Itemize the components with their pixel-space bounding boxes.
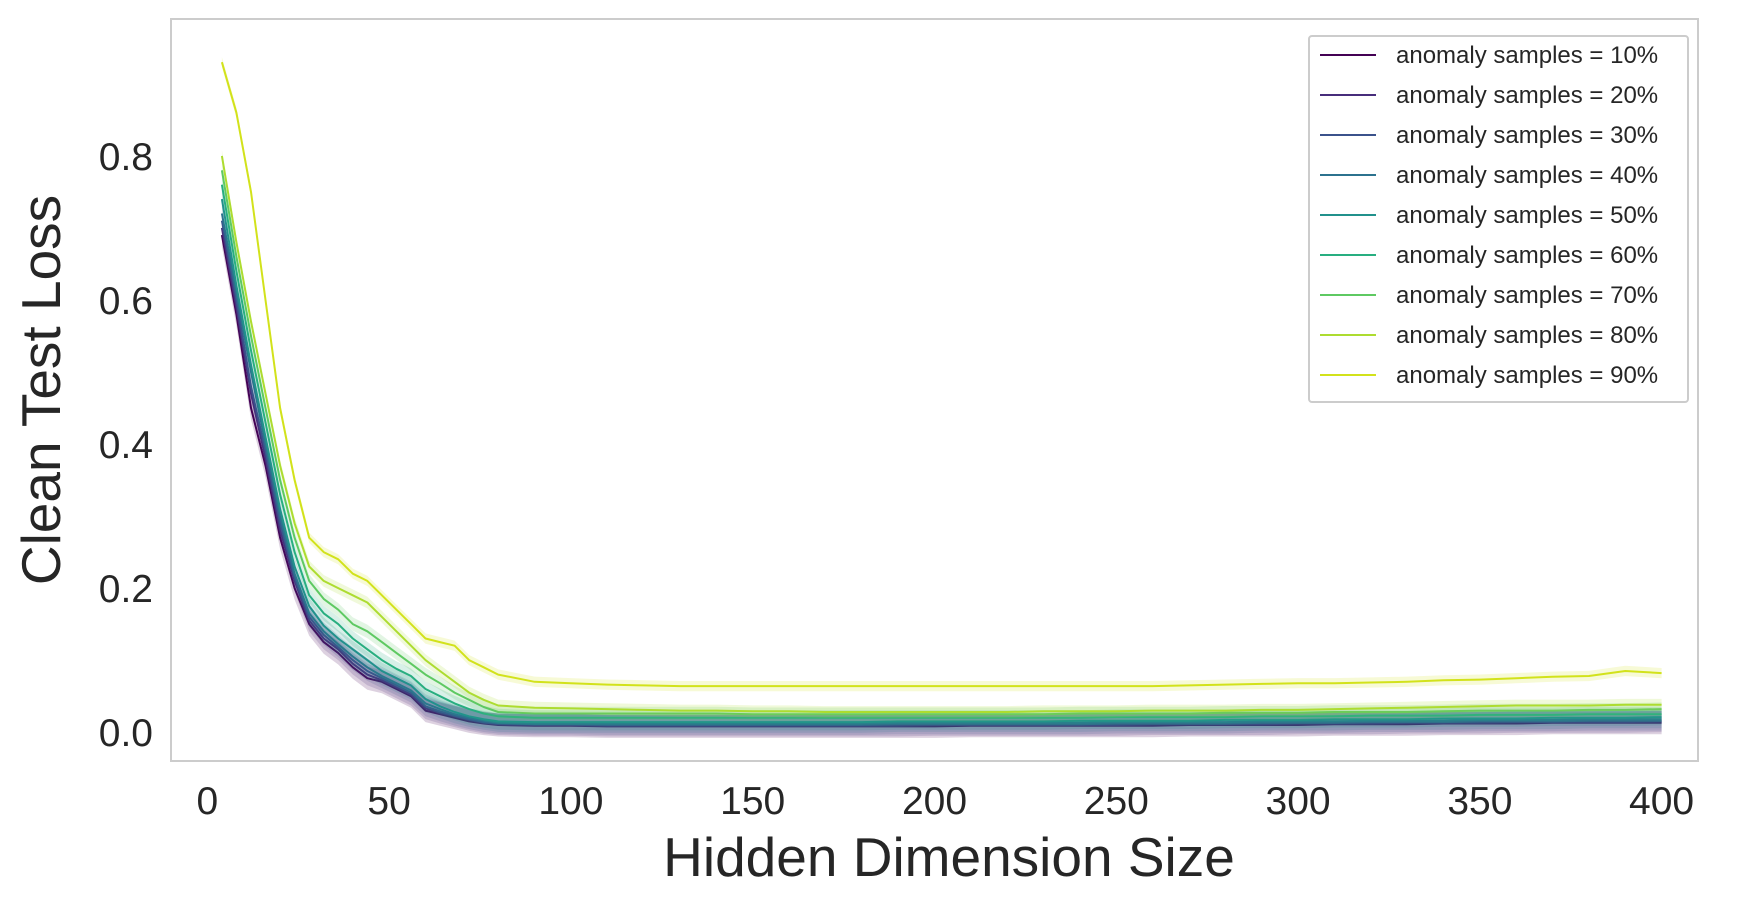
legend-label: anomaly samples = 70% (1396, 282, 1658, 309)
series-line-8 (220, 155, 1662, 713)
legend-frame (1308, 35, 1689, 403)
legend: anomaly samples = 10% anomaly samples = 2… (1308, 35, 1689, 403)
x-tick-labels: 0 50 100 150 200 250 300 350 400 (197, 780, 1695, 823)
y-tick-label: 0.0 (99, 712, 153, 755)
series-line-9 (220, 61, 1662, 688)
series-line-6 (220, 184, 1662, 719)
legend-label: anomaly samples = 10% (1396, 42, 1658, 69)
y-tick-label: 0.2 (99, 568, 153, 611)
x-tick-label: 200 (902, 780, 967, 823)
y-tick-label: 0.4 (99, 424, 153, 467)
series-line-7 (220, 170, 1662, 716)
legend-label: anomaly samples = 90% (1396, 362, 1658, 389)
legend-label: anomaly samples = 60% (1396, 242, 1658, 269)
x-tick-label: 300 (1266, 780, 1331, 823)
y-tick-labels: 0.0 0.2 0.4 0.6 0.8 (99, 136, 153, 755)
series-line-5 (220, 198, 1662, 724)
series-line-3 (220, 220, 1662, 726)
series-band-1 (221, 223, 1662, 738)
y-tick-label: 0.8 (99, 136, 153, 179)
legend-label: anomaly samples = 80% (1396, 322, 1658, 349)
legend-label: anomaly samples = 20% (1396, 82, 1658, 109)
x-tick-label: 400 (1629, 780, 1694, 823)
x-tick-label: 350 (1447, 780, 1512, 823)
y-axis-title: Clean Test Loss (10, 195, 72, 585)
x-tick-label: 150 (720, 780, 785, 823)
x-tick-label: 0 (197, 780, 219, 823)
x-tick-label: 250 (1084, 780, 1149, 823)
legend-label: anomaly samples = 50% (1396, 202, 1658, 229)
series-line-4 (220, 213, 1662, 725)
legend-label: anomaly samples = 40% (1396, 162, 1658, 189)
series-layer (220, 57, 1662, 738)
y-tick-label: 0.6 (99, 280, 153, 323)
legend-label: anomaly samples = 30% (1396, 122, 1658, 149)
x-tick-label: 50 (367, 780, 410, 823)
x-axis-title: Hidden Dimension Size (663, 826, 1235, 888)
x-tick-label: 100 (538, 780, 603, 823)
